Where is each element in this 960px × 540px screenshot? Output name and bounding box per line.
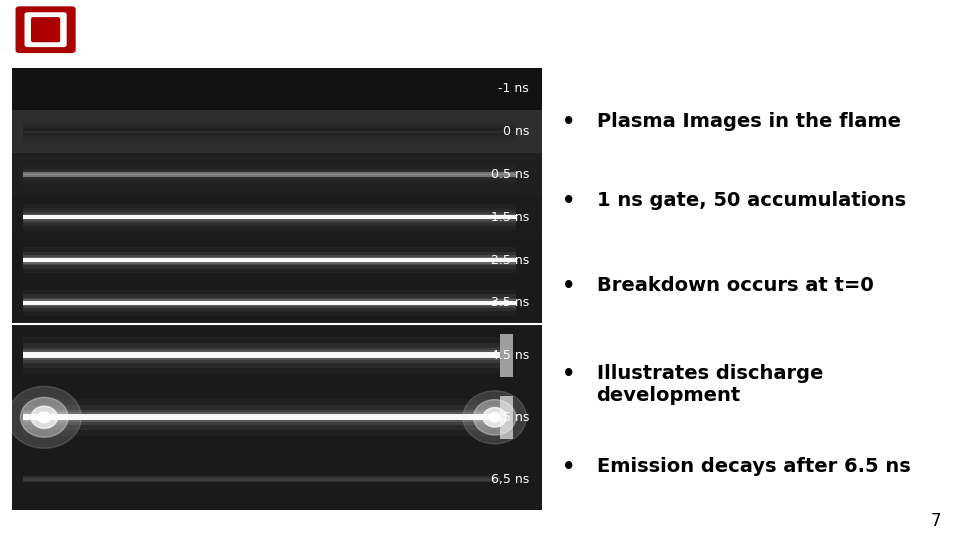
FancyBboxPatch shape: [25, 13, 66, 46]
Text: 1.5 ns: 1.5 ns: [491, 211, 529, 224]
Bar: [12, 68, 542, 110]
Bar: [12, 110, 542, 153]
Text: COLLAGE OF 1 NS GATE PLASMA IMAGES IN FLAME: COLLAGE OF 1 NS GATE PLASMA IMAGES IN FL…: [110, 19, 706, 40]
Bar: [23, 130, 516, 134]
Bar: [23, 259, 516, 261]
Bar: [23, 399, 500, 436]
Bar: [12, 386, 542, 448]
Bar: [12, 153, 542, 196]
Bar: [23, 471, 500, 487]
Text: 6,5 ns: 6,5 ns: [491, 473, 529, 486]
Bar: [23, 461, 500, 498]
FancyBboxPatch shape: [5, 3, 86, 57]
Bar: [23, 414, 500, 421]
Bar: [23, 354, 500, 356]
Text: •: •: [562, 275, 575, 295]
Bar: [23, 413, 500, 422]
Text: •: •: [562, 112, 575, 132]
Bar: [23, 300, 516, 306]
Bar: [12, 325, 542, 386]
Bar: [23, 205, 516, 230]
Bar: [23, 350, 500, 360]
Text: •: •: [562, 457, 575, 477]
Bar: [23, 172, 516, 177]
Text: 3.5 ns: 3.5 ns: [491, 296, 529, 309]
Bar: [23, 348, 500, 363]
FancyBboxPatch shape: [16, 7, 75, 52]
Text: Illustrates discharge
development: Illustrates discharge development: [596, 364, 823, 405]
Text: 5,5 ns: 5,5 ns: [491, 411, 529, 424]
Circle shape: [20, 397, 68, 437]
Bar: [23, 214, 516, 221]
Bar: [23, 166, 516, 183]
Bar: [23, 258, 516, 262]
Bar: [23, 302, 516, 304]
Bar: [23, 294, 516, 312]
Bar: [23, 131, 516, 132]
Bar: [23, 209, 516, 226]
Bar: [23, 129, 516, 135]
Bar: [23, 478, 500, 481]
Bar: [23, 343, 500, 368]
Bar: [23, 467, 500, 492]
Bar: [23, 123, 516, 140]
Text: 7: 7: [930, 512, 941, 530]
Bar: [23, 474, 500, 484]
Bar: [23, 126, 516, 137]
Bar: [23, 119, 516, 145]
Bar: [23, 255, 516, 266]
Circle shape: [463, 391, 526, 444]
Bar: [23, 352, 500, 359]
Text: Plasma Images in the flame: Plasma Images in the flame: [596, 112, 900, 131]
Bar: [23, 476, 500, 482]
Circle shape: [483, 408, 506, 427]
Circle shape: [31, 406, 58, 428]
Bar: [12, 448, 542, 510]
Text: 1 ns gate, 50 accumulations: 1 ns gate, 50 accumulations: [596, 192, 905, 211]
Circle shape: [473, 400, 516, 435]
Bar: [23, 215, 516, 219]
Circle shape: [7, 386, 82, 448]
Bar: [23, 298, 516, 308]
Circle shape: [37, 412, 51, 423]
Text: -1 ns: -1 ns: [498, 83, 529, 96]
Bar: [23, 409, 500, 425]
Bar: [23, 337, 500, 374]
Bar: [23, 290, 516, 316]
Bar: [23, 212, 516, 222]
Bar: [500, 334, 514, 377]
Text: •: •: [562, 192, 575, 212]
Bar: [23, 416, 500, 419]
Bar: [23, 174, 516, 176]
Bar: [12, 239, 542, 281]
Bar: [500, 396, 514, 439]
Text: Emission decays after 6.5 ns: Emission decays after 6.5 ns: [596, 457, 910, 476]
Text: •: •: [562, 364, 575, 384]
Bar: [23, 301, 516, 305]
Bar: [12, 196, 542, 239]
Bar: [23, 217, 516, 218]
Text: Breakdown occurs at t=0: Breakdown occurs at t=0: [596, 275, 874, 295]
Bar: [12, 281, 542, 325]
Text: 2.5 ns: 2.5 ns: [491, 254, 529, 267]
Bar: [23, 247, 516, 273]
Bar: [23, 169, 516, 180]
Bar: [23, 161, 516, 187]
FancyBboxPatch shape: [32, 18, 60, 42]
Bar: [23, 252, 516, 269]
Bar: [23, 256, 516, 264]
Bar: [23, 171, 516, 178]
Text: 0.5 ns: 0.5 ns: [491, 168, 529, 181]
Circle shape: [490, 413, 500, 422]
Text: 4.5 ns: 4.5 ns: [491, 349, 529, 362]
Bar: [23, 405, 500, 430]
Text: 0 ns: 0 ns: [503, 125, 529, 138]
